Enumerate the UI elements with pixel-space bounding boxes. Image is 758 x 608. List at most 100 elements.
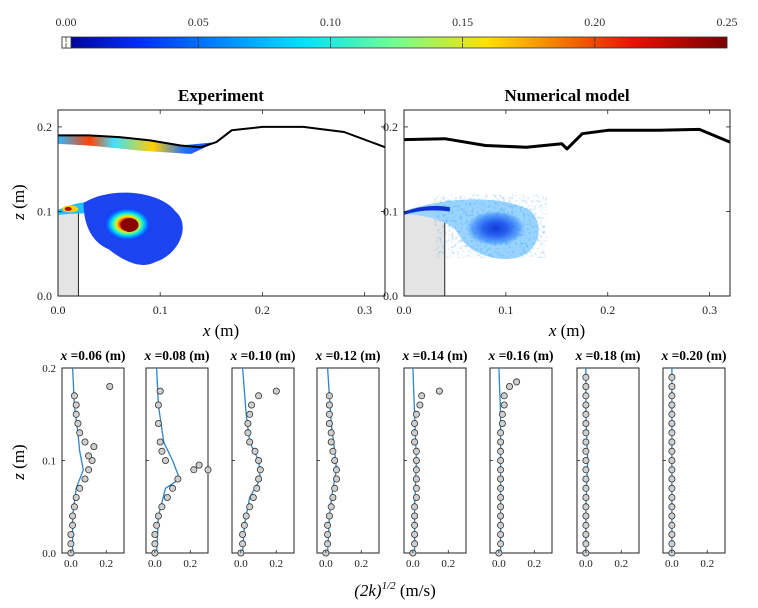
experiment-point [412, 475, 420, 483]
profile-title-value: =0.08 (m) [151, 348, 209, 363]
experiment-point [411, 419, 419, 427]
profile-title: x =0.12 (m) [314, 348, 380, 363]
experiment-point [246, 410, 254, 418]
experiment-point [582, 475, 590, 483]
profile-panel: x =0.14 (m) 0.0 0.2 [401, 348, 467, 570]
experiment-point [582, 392, 590, 400]
profile-title-var: x [660, 348, 668, 363]
experiment-point [497, 475, 505, 483]
experiment-point [163, 493, 171, 501]
experiment-point [500, 392, 508, 400]
experiment-point [81, 438, 89, 446]
experiment-point [497, 456, 505, 464]
experiment-point [668, 493, 676, 501]
experiment-point [251, 447, 259, 455]
experiment-point [668, 466, 676, 474]
profile-title-var: x [143, 348, 151, 363]
profile-panels: x =0.06 (m)0.0 0.20.00.10.2x =0.08 (m)0.0… [42, 348, 726, 570]
experiment-point [85, 452, 93, 460]
experiment-point [411, 521, 419, 529]
x-tick-label: 0.0 [51, 303, 66, 317]
experiment-point [582, 484, 590, 492]
experiment-xlabel: x (m) [202, 321, 239, 340]
experiment-point [72, 410, 80, 418]
experiment-point [246, 438, 254, 446]
colorbar-tick-label: 0.05 [188, 15, 209, 29]
experiment-point [500, 401, 508, 409]
model-profile-line [155, 367, 181, 554]
experiment-point [325, 512, 333, 520]
experiment-point [668, 410, 676, 418]
profile-frame [231, 367, 295, 554]
colorbar-tick-label: 0.25 [717, 15, 738, 29]
experiment-point [582, 531, 590, 539]
profile-title-value: =0.06 (m) [67, 348, 125, 363]
experiment-point [582, 521, 590, 529]
experiment-point [327, 503, 335, 511]
vortex-speckle [434, 194, 547, 258]
experiment-point [240, 521, 248, 529]
profile-title-value: =0.10 (m) [237, 348, 295, 363]
experiment-point [668, 521, 676, 529]
profile-title-var: x [574, 348, 582, 363]
shear-layer [404, 205, 450, 215]
experiment-point [668, 392, 676, 400]
experiment-point [74, 419, 82, 427]
profile-title-var: x [487, 348, 495, 363]
free-surface-line [58, 125, 386, 149]
x-tick-label: 0.2 [255, 303, 270, 317]
experiment-point [411, 540, 419, 548]
experiment-point [325, 401, 333, 409]
experiment-point [67, 531, 75, 539]
bottom-xlabel: (2k)1/2 (m/s) [354, 580, 436, 600]
profile-title: x =0.06 (m) [59, 348, 125, 363]
profile-title-var: x [314, 348, 322, 363]
surface-layer [58, 135, 217, 154]
profile-title-value: =0.16 (m) [495, 348, 553, 363]
obstacle-block [57, 210, 79, 297]
experiment-point [582, 419, 590, 427]
experiment-point [582, 512, 590, 520]
profile-title: x =0.10 (m) [229, 348, 295, 363]
experiment-point [324, 531, 332, 539]
experiment-point [255, 475, 263, 483]
x-tick-label: 0.0 [579, 558, 593, 570]
experiment-point [582, 456, 590, 464]
experiment-point [411, 531, 419, 539]
top-left-ylabel: z (m) [9, 184, 28, 220]
experiment-point [418, 392, 426, 400]
experiment-point [668, 419, 676, 427]
experiment-point [154, 401, 162, 409]
x-tick-label: 0.2 [269, 558, 283, 570]
experiment-point [582, 447, 590, 455]
experiment-point [69, 521, 77, 529]
free-surface-line [403, 127, 731, 151]
colorbar-tick-label: 0.00 [56, 15, 77, 29]
experiment-point [85, 466, 93, 474]
y-tick-label: 0.1 [383, 204, 398, 218]
experiment-point [325, 392, 333, 400]
experiment-point [324, 521, 332, 529]
experiment-point [154, 512, 162, 520]
experiment-point [244, 429, 252, 437]
x-tick-label: 0.2 [700, 558, 714, 570]
experiment-point [204, 466, 212, 474]
colorbar-tick-label: 0.15 [452, 15, 473, 29]
experiment-point [154, 419, 162, 427]
numerical-model-xlabel: x (m) [548, 321, 585, 340]
experiment-point [76, 429, 84, 437]
experiment-point [331, 484, 339, 492]
experiment-point [582, 429, 590, 437]
experiment-point [69, 512, 77, 520]
colorbar-tick-label: 0.10 [320, 15, 341, 29]
experiment-point [497, 531, 505, 539]
experiment-point [158, 447, 166, 455]
colorbar-gradient [61, 36, 728, 49]
experiment-point [668, 401, 676, 409]
profile-title-var: x [401, 348, 409, 363]
experiment-point [668, 503, 676, 511]
experiment-point [329, 447, 337, 455]
experiment-point [497, 438, 505, 446]
experiment-point [497, 512, 505, 520]
experiment-point [497, 493, 505, 501]
